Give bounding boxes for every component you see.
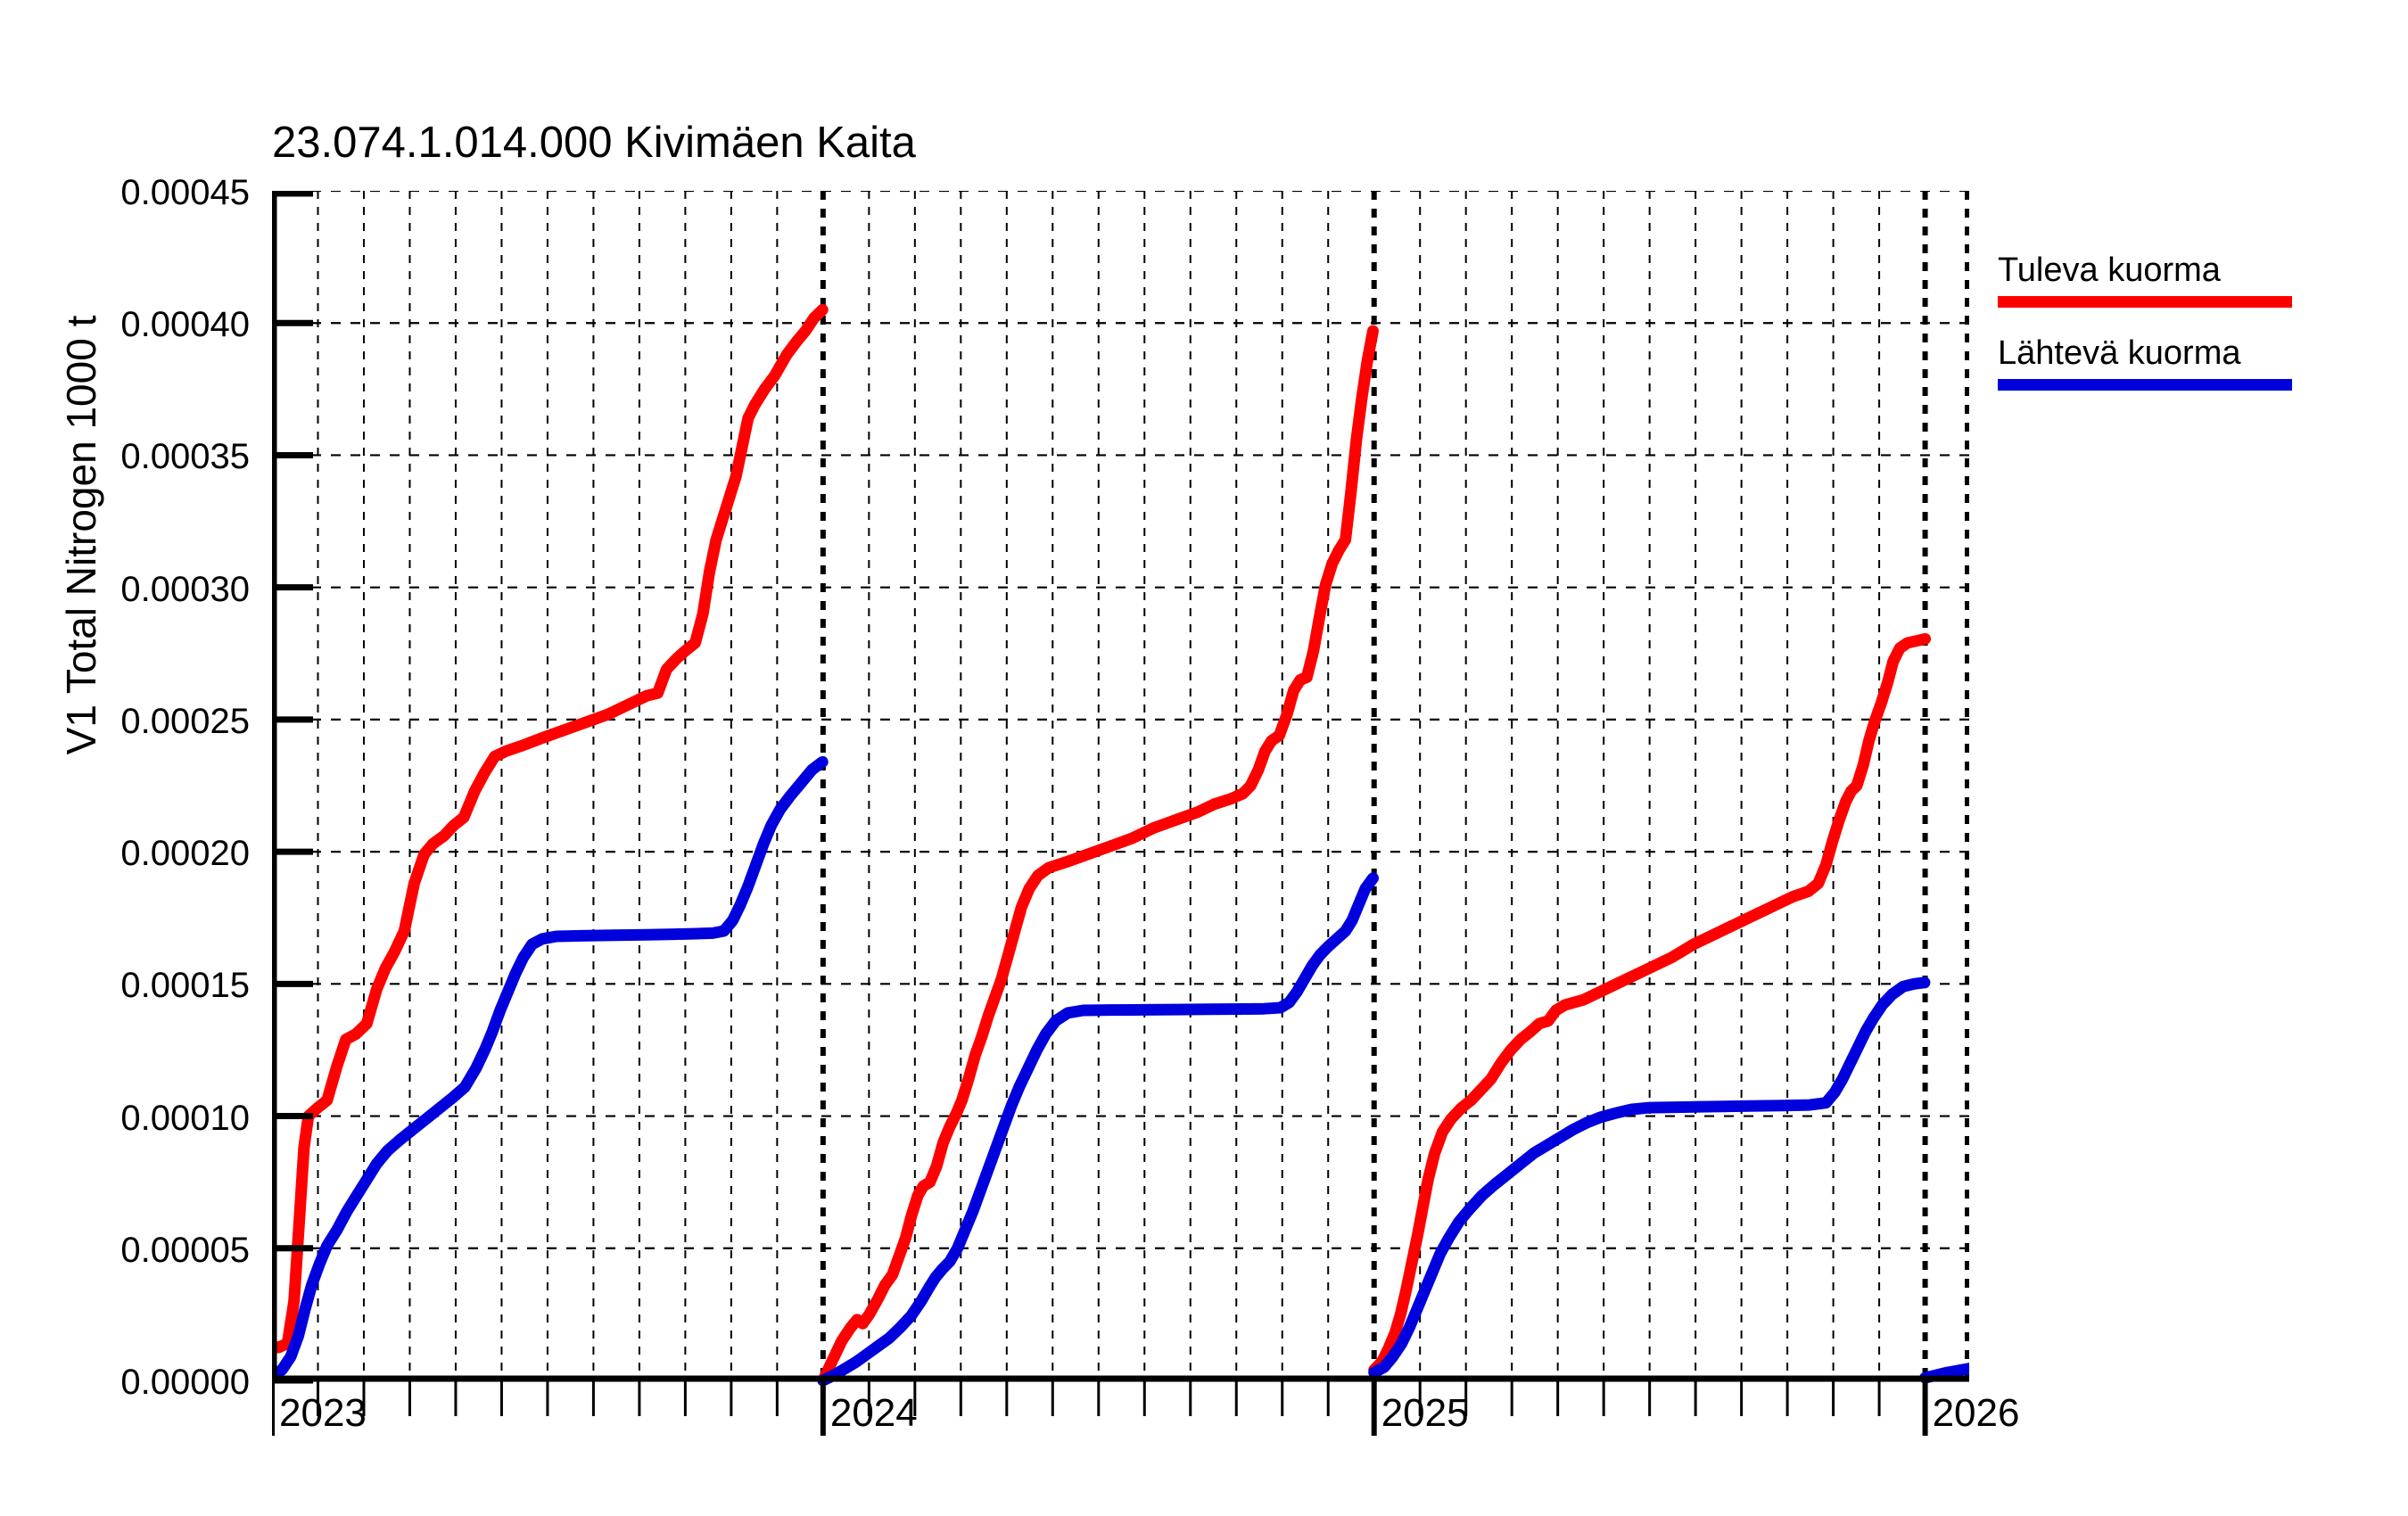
y-axis-tick-label: 0.00020 xyxy=(120,834,250,874)
x-axis-tick-labels: 2023 2024 2025 2026 xyxy=(0,1391,2408,1454)
series-line xyxy=(272,303,829,1354)
legend-label: Lähtevä kuorma xyxy=(1998,334,2241,372)
x-axis-tick-label: 2026 xyxy=(1932,1391,2020,1435)
legend-label: Tuleva kuorma xyxy=(1998,251,2221,289)
y-axis-tick-label: 0.00035 xyxy=(120,437,250,477)
series-line xyxy=(817,872,1379,1387)
plot-area xyxy=(272,191,1969,1436)
y-axis-tick-label: 0.00005 xyxy=(120,1230,250,1270)
chart-svg xyxy=(272,191,1969,1436)
y-axis-tick-label: 0.00015 xyxy=(120,966,250,1006)
series-line xyxy=(1368,976,1931,1379)
series-line xyxy=(817,325,1379,1387)
chart-legend: Tuleva kuorma Lähtevä kuorma xyxy=(1998,253,2372,419)
y-axis-tick-label: 0.00025 xyxy=(120,701,250,741)
x-axis-tick-label: 2023 xyxy=(279,1391,367,1435)
y-axis-tick-label: 0.00010 xyxy=(120,1098,250,1138)
y-axis-tick-label: 0.00040 xyxy=(120,305,250,345)
page-title: 23.074.1.014.000 Kivimäen Kaita xyxy=(272,119,916,167)
series-1 xyxy=(272,303,1932,1387)
x-axis-tick-label: 2025 xyxy=(1381,1391,1469,1435)
y-axis-tick-label: 0.00045 xyxy=(120,173,250,212)
legend-color-swatch xyxy=(1998,296,2292,308)
legend-color-swatch xyxy=(1998,379,2292,391)
series-line xyxy=(1368,632,1932,1376)
y-axis-tick-label: 0.00000 xyxy=(120,1363,250,1402)
y-axis-tick-labels: 0.00045 0.00040 0.00035 0.00030 0.00025 0.000… xyxy=(36,173,250,1402)
legend-item: Lähtevä kuorma xyxy=(1998,336,2372,391)
legend-item: Tuleva kuorma xyxy=(1998,253,2372,308)
series-line xyxy=(272,755,829,1381)
x-axis-tick-label: 2024 xyxy=(829,1391,918,1435)
series-2 xyxy=(272,755,1969,1387)
y-axis-tick-label: 0.00030 xyxy=(120,569,250,609)
